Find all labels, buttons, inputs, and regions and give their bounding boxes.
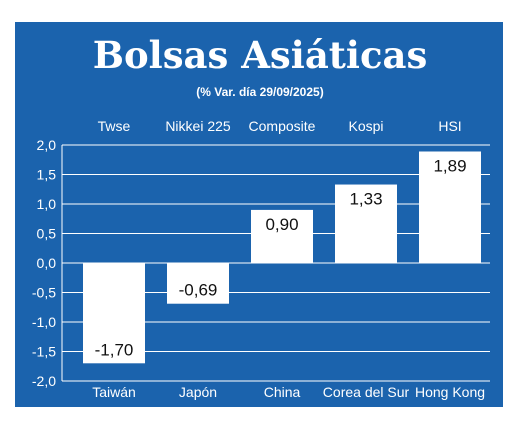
bar-value-label: 0,90: [265, 215, 298, 234]
y-tick-label: 2,0: [37, 137, 57, 153]
index-name-label: Composite: [249, 118, 316, 134]
y-tick-label: -1,5: [32, 344, 56, 360]
bar-value-label: 1,33: [349, 190, 382, 209]
y-tick-label: 0,0: [37, 255, 57, 271]
bar: [251, 209, 313, 263]
bar-value-label: -1,70: [95, 340, 134, 359]
y-tick-label: 0,5: [37, 226, 57, 242]
labels-layer: 2,0 1,5 1,0 0,5 0,0 -0,5 -1,0 -1,5 -2,0 -1,70 Twse…: [32, 118, 485, 400]
x-category-label: Japón: [179, 384, 217, 400]
index-name-label: Kospi: [348, 118, 383, 134]
y-tick-label: 1,5: [37, 167, 57, 183]
bar: [167, 263, 229, 304]
bar: [335, 184, 397, 263]
index-name-label: Nikkei 225: [165, 118, 231, 134]
index-name-label: Twse: [98, 118, 131, 134]
y-tick-label: -2,0: [32, 373, 56, 389]
chart-title: Bolsas Asiáticas: [93, 33, 428, 77]
bar-value-label: 1,89: [433, 156, 466, 175]
bar: [83, 263, 145, 364]
y-tick-label: -1,0: [32, 314, 56, 330]
y-tick-label: -0,5: [32, 285, 56, 301]
bars-layer: [83, 151, 481, 364]
y-tick-label: 1,0: [37, 196, 57, 212]
x-category-label: Taiwán: [92, 384, 136, 400]
x-category-label: Hong Kong: [415, 384, 485, 400]
bar-value-label: -0,69: [179, 281, 218, 300]
chart-subtitle: (% Var. día 29/09/2025): [196, 85, 323, 99]
x-category-label: Corea del Sur: [323, 384, 410, 400]
index-name-label: HSI: [438, 118, 461, 134]
x-category-label: China: [264, 384, 301, 400]
bar: [419, 151, 481, 263]
